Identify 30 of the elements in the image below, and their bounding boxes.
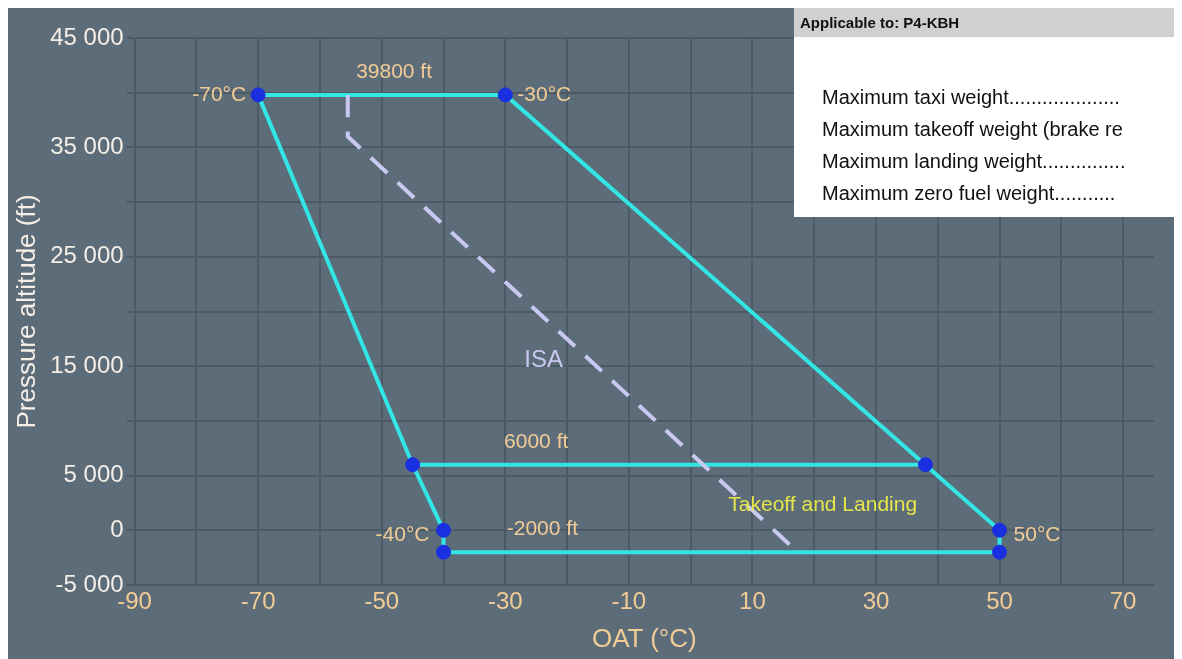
annotation: 50°C	[1013, 522, 1061, 546]
y-tick-label: 25 000	[50, 241, 124, 269]
annotation: -2000 ft	[506, 516, 579, 540]
x-tick-label: 70	[1109, 587, 1137, 615]
annotation: -30°C	[517, 81, 572, 105]
y-axis-title: Pressure altitude (ft)	[10, 194, 41, 429]
y-tick-label: 15 000	[50, 350, 124, 378]
annotation: -40°C	[375, 522, 430, 546]
y-tick-label: 45 000	[50, 22, 124, 50]
x-tick-label: -70	[240, 587, 276, 615]
annotation: Maximum zero fuel weight...........	[821, 181, 1117, 206]
annotation: 6000 ft	[504, 428, 569, 452]
annotation: Maximum taxi weight....................	[821, 85, 1121, 110]
annotation: -70°C	[192, 81, 247, 105]
y-tick-label: 35 000	[50, 132, 124, 160]
x-tick-label: 50	[986, 587, 1013, 615]
annotation: Maximum landing weight...............	[821, 149, 1127, 174]
annotation: 39800 ft	[356, 59, 433, 83]
y-tick-label: 0	[110, 514, 124, 542]
text: Applicable to: P4-KBH	[794, 8, 1174, 37]
x-tick-label: -50	[364, 587, 400, 615]
x-axis-title: OAT (°C)	[591, 622, 697, 653]
series-label: ISA	[524, 345, 563, 373]
y-tick-label: 5 000	[63, 460, 124, 488]
x-tick-label: 10	[739, 587, 766, 615]
x-tick-label: -30	[487, 587, 523, 615]
annotation: Takeoff and Landing	[728, 492, 918, 516]
annotation: Maximum takeoff weight (brake re	[821, 117, 1124, 142]
x-tick-label: -10	[611, 587, 647, 615]
x-tick-label: 30	[862, 587, 890, 615]
